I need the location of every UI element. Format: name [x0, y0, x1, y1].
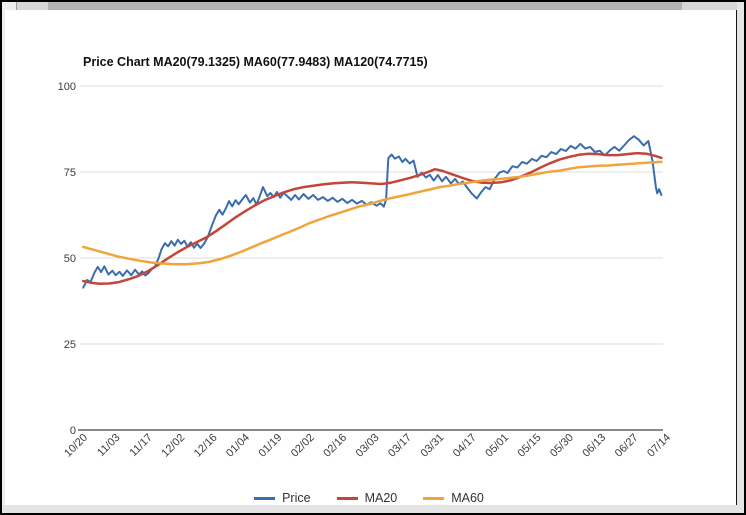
x-tick-label: 11/17 — [128, 432, 155, 459]
chart-legend: Price MA20 MA60 — [2, 489, 736, 507]
legend-item-ma20[interactable]: MA20 — [336, 491, 398, 505]
legend-item-ma60[interactable]: MA60 — [423, 491, 484, 505]
series-ma60 — [81, 160, 663, 266]
scrollbar-left-button[interactable] — [2, 2, 17, 10]
y-tick-label: 25 — [64, 339, 76, 351]
x-tick-label: 12/02 — [159, 432, 187, 460]
x-tick-label: 02/02 — [289, 432, 317, 460]
x-tick-label: 06/27 — [613, 432, 641, 460]
series-ma20 — [81, 151, 663, 286]
chart-panel: Price Chart MA20(79.1325) MA60(77.9483) … — [2, 10, 737, 505]
y-tick-label: 75 — [64, 167, 76, 179]
ma20-line-swatch — [336, 496, 358, 500]
legend-item-price[interactable]: Price — [254, 491, 311, 505]
x-tick-label: 01/19 — [256, 432, 284, 460]
x-tick-label: 07/14 — [645, 432, 673, 460]
legend-label: MA60 — [451, 491, 484, 505]
x-tick-label: 05/01 — [483, 432, 511, 460]
x-tick-label: 03/17 — [386, 432, 414, 460]
x-tick-label: 03/31 — [418, 432, 446, 460]
y-tick-label: 50 — [64, 253, 76, 265]
x-tick-label: 11/03 — [95, 432, 122, 459]
x-tick-label: 03/03 — [354, 432, 382, 460]
ma60-line-swatch — [423, 496, 445, 500]
horizontal-scrollbar[interactable] — [2, 2, 737, 10]
x-tick-label: 04/17 — [451, 432, 479, 460]
legend-label: MA20 — [364, 491, 398, 505]
x-tick-label: 01/04 — [224, 432, 252, 460]
x-tick-label: 06/13 — [580, 432, 608, 460]
panel-left-edge — [2, 10, 5, 505]
window-bottom-margin — [2, 505, 737, 513]
x-tick-label: 10/20 — [62, 432, 90, 460]
price-line-swatch — [254, 496, 276, 500]
scrollbar-thumb[interactable] — [48, 2, 682, 10]
x-tick-label: 05/15 — [516, 432, 544, 460]
legend-label: Price — [282, 491, 311, 505]
x-tick-label: 12/16 — [192, 432, 220, 460]
x-tick-label: 02/16 — [321, 432, 349, 460]
x-tick-label: 05/30 — [548, 432, 576, 460]
window-right-margin — [737, 2, 744, 513]
y-tick-label: 0 — [70, 425, 76, 437]
price-line-chart: 0 25 50 75 100 10/20 11/03 11/17 12/02 12/16 01/04… — [58, 81, 673, 460]
y-tick-label: 100 — [58, 81, 76, 93]
chart-title: Price Chart MA20(79.1325) MA60(77.9483) … — [83, 55, 428, 69]
series-price — [82, 135, 663, 289]
